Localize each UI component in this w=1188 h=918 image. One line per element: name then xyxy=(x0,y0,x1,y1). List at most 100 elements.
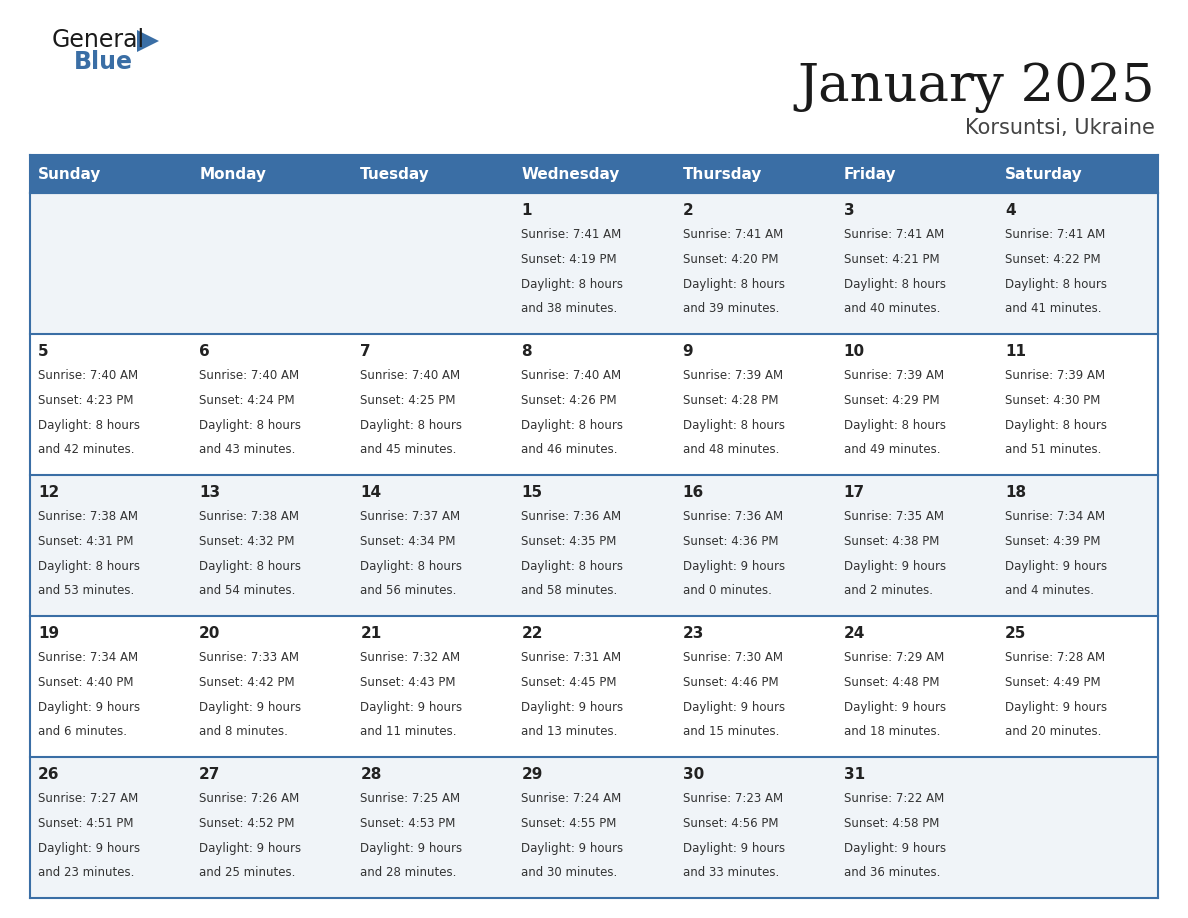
Text: 20: 20 xyxy=(200,626,221,641)
Text: and 18 minutes.: and 18 minutes. xyxy=(843,725,940,738)
Text: Sunrise: 7:30 AM: Sunrise: 7:30 AM xyxy=(683,651,783,665)
Text: Sunset: 4:45 PM: Sunset: 4:45 PM xyxy=(522,676,617,688)
Bar xyxy=(997,155,1158,193)
Text: Daylight: 8 hours: Daylight: 8 hours xyxy=(683,419,784,431)
Bar xyxy=(675,193,835,334)
Text: Daylight: 8 hours: Daylight: 8 hours xyxy=(522,419,624,431)
Bar xyxy=(353,757,513,898)
Text: Sunrise: 7:34 AM: Sunrise: 7:34 AM xyxy=(38,651,138,665)
Bar xyxy=(835,616,997,757)
Text: Sunrise: 7:41 AM: Sunrise: 7:41 AM xyxy=(522,229,621,241)
Text: Sunset: 4:26 PM: Sunset: 4:26 PM xyxy=(522,394,617,407)
Bar xyxy=(353,155,513,193)
Bar xyxy=(30,193,191,334)
Text: Sunrise: 7:40 AM: Sunrise: 7:40 AM xyxy=(360,369,461,382)
Text: Daylight: 8 hours: Daylight: 8 hours xyxy=(360,419,462,431)
Text: Sunset: 4:19 PM: Sunset: 4:19 PM xyxy=(522,253,617,266)
Text: 19: 19 xyxy=(38,626,59,641)
Text: and 54 minutes.: and 54 minutes. xyxy=(200,584,296,598)
Text: Daylight: 9 hours: Daylight: 9 hours xyxy=(1005,700,1107,713)
Text: and 2 minutes.: and 2 minutes. xyxy=(843,584,933,598)
Text: Sunset: 4:51 PM: Sunset: 4:51 PM xyxy=(38,817,133,830)
Text: Sunrise: 7:34 AM: Sunrise: 7:34 AM xyxy=(1005,510,1105,523)
Text: Daylight: 9 hours: Daylight: 9 hours xyxy=(200,700,302,713)
Bar xyxy=(997,757,1158,898)
Bar xyxy=(513,616,675,757)
Text: Sunset: 4:43 PM: Sunset: 4:43 PM xyxy=(360,676,456,688)
Text: 27: 27 xyxy=(200,767,221,782)
Bar xyxy=(353,616,513,757)
Text: Sunset: 4:52 PM: Sunset: 4:52 PM xyxy=(200,817,295,830)
Bar xyxy=(191,193,353,334)
Bar xyxy=(675,334,835,475)
Text: Sunset: 4:22 PM: Sunset: 4:22 PM xyxy=(1005,253,1100,266)
Text: and 28 minutes.: and 28 minutes. xyxy=(360,867,456,879)
Text: and 4 minutes.: and 4 minutes. xyxy=(1005,584,1094,598)
Text: Sunset: 4:55 PM: Sunset: 4:55 PM xyxy=(522,817,617,830)
Text: General: General xyxy=(52,28,145,52)
Text: Daylight: 9 hours: Daylight: 9 hours xyxy=(843,560,946,573)
Text: 5: 5 xyxy=(38,344,49,359)
Bar xyxy=(30,475,191,616)
Text: Sunrise: 7:31 AM: Sunrise: 7:31 AM xyxy=(522,651,621,665)
Text: Sunset: 4:58 PM: Sunset: 4:58 PM xyxy=(843,817,940,830)
Text: and 58 minutes.: and 58 minutes. xyxy=(522,584,618,598)
Text: Daylight: 8 hours: Daylight: 8 hours xyxy=(1005,419,1107,431)
Text: 12: 12 xyxy=(38,485,59,500)
Text: Sunset: 4:21 PM: Sunset: 4:21 PM xyxy=(843,253,940,266)
Bar xyxy=(30,757,191,898)
Text: Blue: Blue xyxy=(74,50,133,74)
Text: Daylight: 9 hours: Daylight: 9 hours xyxy=(522,700,624,713)
Text: 24: 24 xyxy=(843,626,865,641)
Bar xyxy=(513,193,675,334)
Text: Sunrise: 7:38 AM: Sunrise: 7:38 AM xyxy=(38,510,138,523)
Text: Sunrise: 7:41 AM: Sunrise: 7:41 AM xyxy=(1005,229,1105,241)
Text: Daylight: 9 hours: Daylight: 9 hours xyxy=(200,842,302,855)
Bar xyxy=(353,334,513,475)
Text: Sunset: 4:36 PM: Sunset: 4:36 PM xyxy=(683,535,778,548)
Bar xyxy=(30,334,191,475)
Bar xyxy=(997,334,1158,475)
Bar xyxy=(835,155,997,193)
Text: and 33 minutes.: and 33 minutes. xyxy=(683,867,779,879)
Text: Sunrise: 7:41 AM: Sunrise: 7:41 AM xyxy=(843,229,944,241)
Text: and 49 minutes.: and 49 minutes. xyxy=(843,443,940,456)
Text: 10: 10 xyxy=(843,344,865,359)
Text: Friday: Friday xyxy=(843,166,897,182)
Text: Korsuntsi, Ukraine: Korsuntsi, Ukraine xyxy=(965,118,1155,138)
Text: and 15 minutes.: and 15 minutes. xyxy=(683,725,779,738)
Text: 4: 4 xyxy=(1005,203,1016,218)
Bar xyxy=(675,155,835,193)
Text: Sunrise: 7:37 AM: Sunrise: 7:37 AM xyxy=(360,510,461,523)
Text: Sunset: 4:38 PM: Sunset: 4:38 PM xyxy=(843,535,940,548)
Bar xyxy=(353,475,513,616)
Text: Sunset: 4:56 PM: Sunset: 4:56 PM xyxy=(683,817,778,830)
Text: Sunrise: 7:41 AM: Sunrise: 7:41 AM xyxy=(683,229,783,241)
Text: 30: 30 xyxy=(683,767,703,782)
Bar xyxy=(997,193,1158,334)
Text: Sunrise: 7:33 AM: Sunrise: 7:33 AM xyxy=(200,651,299,665)
Text: and 8 minutes.: and 8 minutes. xyxy=(200,725,287,738)
Text: 13: 13 xyxy=(200,485,220,500)
Text: Sunset: 4:29 PM: Sunset: 4:29 PM xyxy=(843,394,940,407)
Text: and 6 minutes.: and 6 minutes. xyxy=(38,725,127,738)
Text: 22: 22 xyxy=(522,626,543,641)
Text: 21: 21 xyxy=(360,626,381,641)
Text: Sunrise: 7:36 AM: Sunrise: 7:36 AM xyxy=(683,510,783,523)
Text: Sunrise: 7:40 AM: Sunrise: 7:40 AM xyxy=(38,369,138,382)
Text: Sunrise: 7:22 AM: Sunrise: 7:22 AM xyxy=(843,792,944,805)
Text: Sunset: 4:40 PM: Sunset: 4:40 PM xyxy=(38,676,133,688)
Text: and 30 minutes.: and 30 minutes. xyxy=(522,867,618,879)
Text: Sunrise: 7:32 AM: Sunrise: 7:32 AM xyxy=(360,651,461,665)
Text: and 41 minutes.: and 41 minutes. xyxy=(1005,302,1101,315)
Bar xyxy=(835,475,997,616)
Text: Sunrise: 7:29 AM: Sunrise: 7:29 AM xyxy=(843,651,944,665)
Text: and 42 minutes.: and 42 minutes. xyxy=(38,443,134,456)
Text: 7: 7 xyxy=(360,344,371,359)
Text: 9: 9 xyxy=(683,344,694,359)
Text: Thursday: Thursday xyxy=(683,166,762,182)
Text: Sunset: 4:25 PM: Sunset: 4:25 PM xyxy=(360,394,456,407)
Text: Sunset: 4:20 PM: Sunset: 4:20 PM xyxy=(683,253,778,266)
Text: and 51 minutes.: and 51 minutes. xyxy=(1005,443,1101,456)
Text: 17: 17 xyxy=(843,485,865,500)
